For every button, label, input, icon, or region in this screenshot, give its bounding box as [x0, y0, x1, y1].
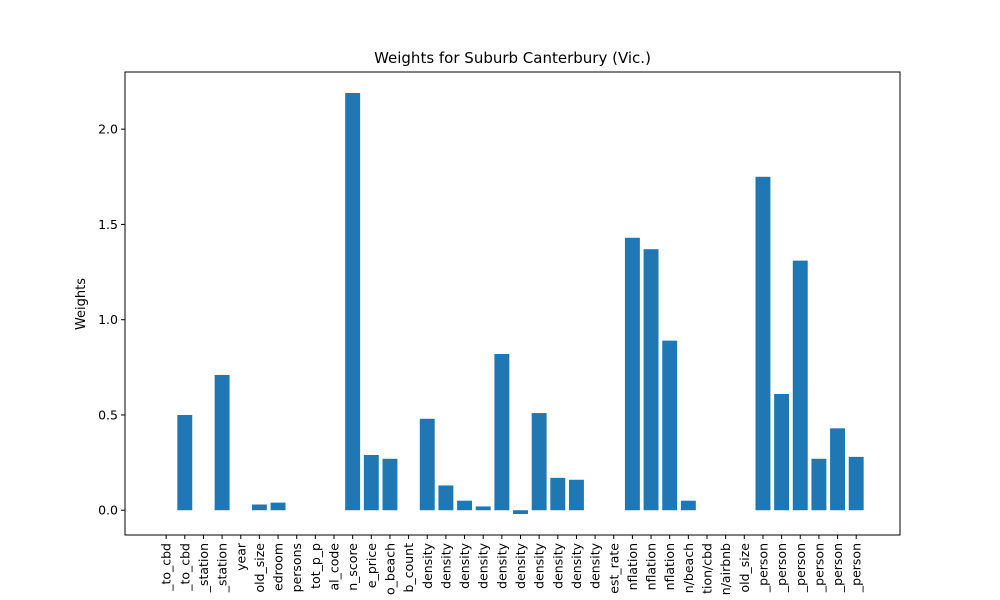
bar-12 [382, 458, 398, 511]
x-tick-label: al_code [327, 543, 342, 591]
x-tick-label: _to_cbd [159, 543, 174, 592]
x-tick-label: b_count [401, 543, 416, 593]
x-tick-label: density [550, 542, 565, 588]
bar-37 [848, 456, 864, 511]
x-tick-label: n_score [345, 543, 360, 591]
bar-32 [755, 176, 771, 511]
bar-35 [811, 458, 827, 511]
bar-25 [624, 237, 640, 511]
bar-1 [177, 414, 193, 511]
x-tick-label: density [513, 542, 528, 588]
bar-11 [363, 454, 379, 511]
bar-33 [774, 394, 790, 511]
x-tick-label: est_rate [606, 543, 621, 594]
plot-frame [124, 71, 901, 536]
x-tick-label: _station [215, 543, 230, 593]
x-tick-label: tion/cbd [700, 543, 715, 594]
bar-10 [345, 92, 361, 511]
x-tick-label: _station [196, 543, 211, 593]
bar-15 [438, 485, 454, 511]
x-tick-label: density [569, 542, 584, 588]
x-tick-label: o_beach [382, 543, 397, 595]
bar-6 [270, 502, 286, 511]
x-tick-label: density [476, 542, 491, 588]
bar-26 [643, 249, 659, 511]
y-tick-label: 0.0 [98, 503, 118, 518]
bar-14 [419, 418, 435, 511]
y-tick-label: 2.0 [98, 122, 118, 137]
bar-16 [457, 500, 473, 511]
y-tick-label: 1.0 [98, 312, 118, 327]
y-axis-label: Weights [74, 278, 89, 330]
x-tick-label: e_price [364, 543, 379, 588]
x-tick-label: old_size [252, 543, 267, 593]
x-tick-label: density [420, 542, 435, 588]
bar-36 [830, 428, 846, 511]
y-ticks: 0.0 0.5 1.0 1.5 2.0 [98, 122, 125, 518]
bar-3 [214, 374, 230, 511]
x-tick-label: _person [830, 543, 845, 593]
x-tick-label: _to_cbd [177, 543, 192, 592]
x-tick-label: _person [774, 543, 789, 593]
x-tick-label: _person [793, 543, 808, 593]
bars-layer [177, 92, 864, 515]
bar-22 [568, 479, 584, 511]
x-tick-label: nflation [625, 543, 640, 590]
y-tick-label: 1.5 [98, 217, 118, 232]
bar-20 [531, 413, 547, 511]
bar-34 [792, 260, 808, 511]
x-tick-label: _person [811, 543, 826, 593]
bar-21 [550, 477, 566, 511]
x-tick-label: density [588, 542, 603, 588]
x-tick-label: nflation [644, 543, 659, 590]
x-tick-label: nflation [662, 543, 677, 590]
bar-28 [680, 500, 696, 511]
x-tick-label: edroom [271, 543, 286, 591]
x-tick-label: _person [755, 543, 770, 593]
chart-title: Weights for Suburb Canterbury (Vic.) [374, 49, 651, 67]
x-tick-label: density [532, 542, 547, 588]
bar-19 [513, 510, 528, 515]
bar-5 [251, 504, 267, 511]
x-tick-label: year [233, 542, 248, 571]
bar-17 [475, 506, 491, 511]
x-tick-label: n/airbnb [718, 543, 733, 595]
x-ticks: _to_cbd _to_cbd _station _station year old_si… [159, 535, 864, 595]
x-tick-label: tot_p_p [308, 543, 323, 589]
y-tick-label: 0.5 [98, 407, 118, 422]
x-tick-label: _person [849, 543, 864, 593]
bar-18 [494, 353, 510, 511]
bar-27 [662, 340, 678, 511]
x-tick-label: density [494, 542, 509, 588]
x-tick-label: density [457, 542, 472, 588]
x-tick-label: density [438, 542, 453, 588]
x-tick-label: n/beach [681, 543, 696, 593]
x-tick-label: persons [289, 543, 304, 592]
x-tick-label: old_size [737, 543, 752, 593]
